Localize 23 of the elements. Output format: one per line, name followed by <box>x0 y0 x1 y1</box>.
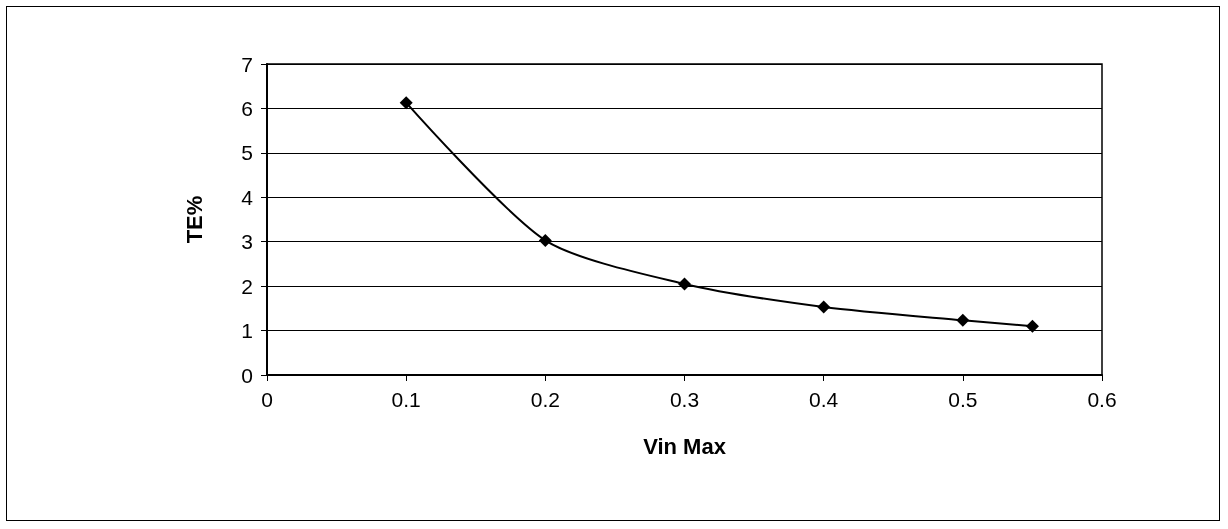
y-tick-label: 1 <box>241 319 253 343</box>
x-tick-label: 0.5 <box>948 388 978 411</box>
y-tick-label: 5 <box>241 141 253 165</box>
point <box>956 313 970 327</box>
y-axis-title: TE% <box>181 195 207 244</box>
y-tick-label: 3 <box>241 230 253 254</box>
point <box>678 277 691 291</box>
point <box>538 233 552 247</box>
x-tick-label: 0.6 <box>1087 388 1117 411</box>
x-tick-label: 0.3 <box>669 388 700 411</box>
point <box>399 96 413 110</box>
y-tick-label: 2 <box>241 274 253 298</box>
x-tick-label: 0.4 <box>809 388 839 411</box>
x-tick-label: 0.1 <box>391 388 421 411</box>
x-axis-title: Vin Max <box>643 433 727 459</box>
point <box>1025 319 1039 333</box>
y-tick-label: 4 <box>241 185 254 209</box>
y-tick-label: 6 <box>241 96 253 120</box>
x-tick-label: 0.2 <box>530 388 560 411</box>
y-tick-label: 7 <box>241 52 253 76</box>
x-tick-label: 0 <box>261 388 273 411</box>
point <box>817 300 831 314</box>
y-tick-label: 0 <box>241 363 253 387</box>
